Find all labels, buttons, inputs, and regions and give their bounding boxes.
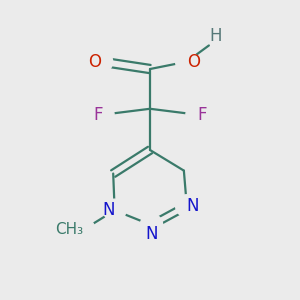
Text: F: F bbox=[197, 106, 207, 124]
Text: O: O bbox=[88, 53, 101, 71]
Circle shape bbox=[140, 214, 163, 236]
Text: O: O bbox=[187, 53, 200, 71]
Text: N: N bbox=[145, 225, 158, 243]
Text: CH₃: CH₃ bbox=[56, 222, 84, 237]
Circle shape bbox=[176, 195, 198, 217]
Text: N: N bbox=[102, 201, 115, 219]
Circle shape bbox=[90, 50, 112, 73]
Circle shape bbox=[73, 218, 95, 241]
Circle shape bbox=[186, 103, 208, 126]
Text: F: F bbox=[93, 106, 103, 124]
Circle shape bbox=[103, 199, 126, 221]
Text: N: N bbox=[187, 197, 199, 215]
Circle shape bbox=[176, 50, 198, 73]
Circle shape bbox=[92, 103, 114, 126]
Text: H: H bbox=[209, 28, 221, 46]
